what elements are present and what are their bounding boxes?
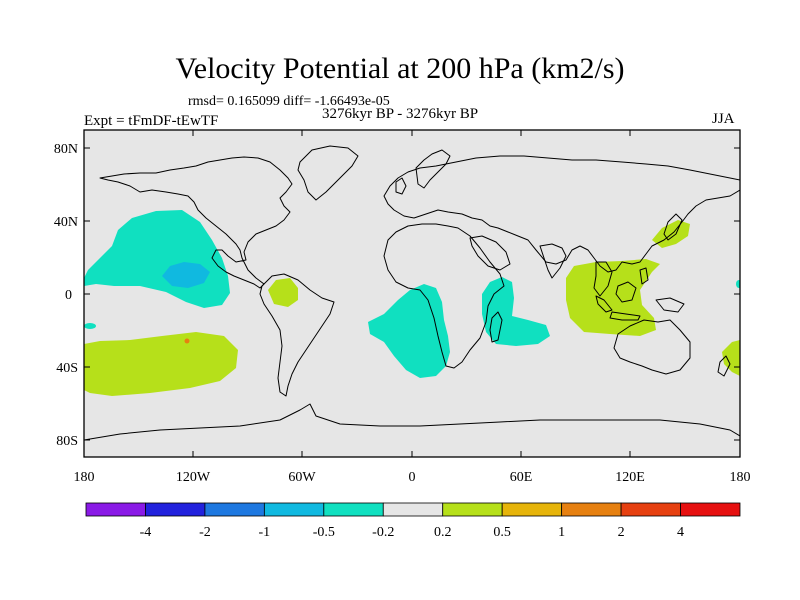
lat-label-40n: 40N — [54, 215, 78, 230]
colorbar-label: 4 — [677, 525, 684, 540]
period-text: 3276kyr BP - 3276kyr BP — [322, 106, 479, 122]
colorbar-swatch — [680, 502, 741, 517]
colorbar-swatch — [442, 502, 503, 517]
contour-neg-small-west — [84, 323, 96, 329]
longitude-axis: 180 120W 60W 0 60E 120E 180 — [74, 130, 751, 485]
colorbar-label: 1 — [558, 525, 565, 540]
colorbar-label: -4 — [140, 525, 152, 540]
colorbar: -4 -2 -1 -0.5 -0.2 0.2 0.5 1 2 4 — [85, 502, 741, 540]
contour-pos-maritime — [566, 259, 660, 336]
colorbar-swatch — [145, 502, 206, 517]
lat-label-80s: 80S — [56, 434, 78, 449]
map-title: Velocity Potential at 200 hPa (km2/s) — [175, 52, 625, 85]
lon-label-60e: 60E — [510, 470, 533, 485]
coastlines — [84, 145, 740, 441]
contour-pos-south-pacific — [84, 332, 238, 396]
lat-label-40s: 40S — [56, 361, 78, 376]
contour-neg-small-east — [736, 280, 740, 288]
contour-neg-indian-ocean — [482, 277, 550, 346]
lat-label-80n: 80N — [54, 142, 78, 157]
colorbar-label: 0.5 — [493, 525, 511, 540]
colorbar-label: 0.2 — [434, 525, 452, 540]
lon-label-180w: 180 — [74, 470, 95, 485]
colorbar-swatch — [85, 502, 146, 517]
lon-label-0: 0 — [409, 470, 416, 485]
season-label: JJA — [712, 111, 735, 127]
lon-label-180e: 180 — [730, 470, 751, 485]
colorbar-swatch — [501, 502, 563, 517]
contour-neg-core — [162, 262, 210, 288]
contour-pos-south-america — [268, 278, 298, 307]
lat-label-0: 0 — [65, 288, 72, 303]
contour-field — [84, 145, 740, 441]
colorbar-label: -2 — [199, 525, 211, 540]
colorbar-swatch — [620, 502, 681, 517]
colorbar-swatch — [382, 502, 444, 517]
colorbar-swatch — [204, 502, 265, 517]
lon-label-120w: 120W — [176, 470, 211, 485]
colorbar-swatch — [323, 502, 384, 517]
stats-text: rmsd= 0.165099 diff= -1.66493e-05 — [188, 94, 390, 109]
colorbar-label: -1 — [259, 525, 271, 540]
colorbar-label: -0.5 — [313, 525, 335, 540]
contour-pos-speck — [184, 338, 190, 344]
lon-label-60w: 60W — [288, 470, 316, 485]
colorbar-label: -0.2 — [372, 525, 394, 540]
colorbar-label: 2 — [618, 525, 625, 540]
lon-label-120e: 120E — [615, 470, 645, 485]
colorbar-swatch — [263, 502, 325, 517]
latitude-axis: 80N 40N 0 40S 80S — [54, 142, 740, 449]
experiment-label: Expt = tFmDF-tEwTF — [84, 113, 219, 129]
colorbar-swatch — [561, 502, 622, 517]
contour-neg-atlantic — [368, 284, 450, 378]
